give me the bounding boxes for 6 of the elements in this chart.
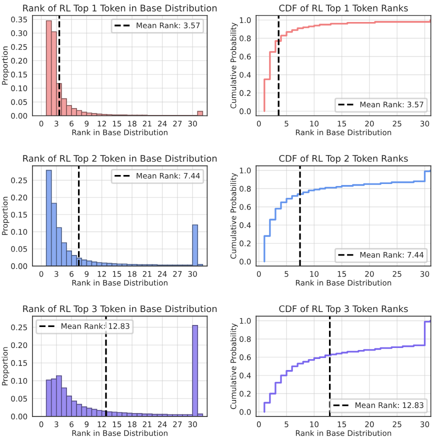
chart-title: Rank of RL Top 3 Token in Base Distribution (23, 305, 217, 314)
chart-title: CDF of RL Top 2 Token Ranks (279, 154, 408, 164)
chart-title: Rank of RL Top 2 Token in Base Distribution (23, 154, 217, 164)
chart-title: CDF of RL Top 1 Token Ranks (279, 4, 408, 14)
chart-title: Rank of RL Top 1 Token in Base Distribution (23, 4, 217, 14)
chart-title: CDF of RL Top 3 Token Ranks (279, 305, 408, 314)
